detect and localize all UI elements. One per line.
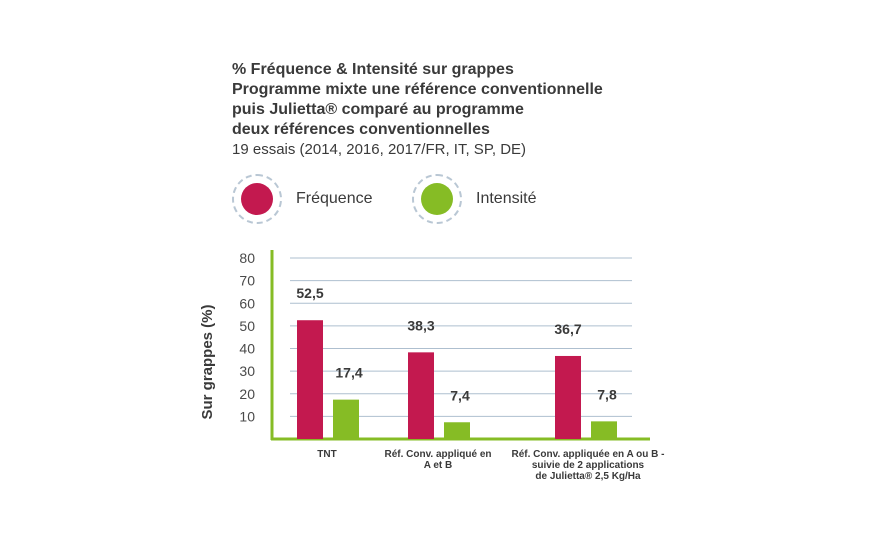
category-label-2-1: suivie de 2 applications <box>532 460 645 471</box>
data-label-intensite-2: 7,8 <box>597 386 617 402</box>
legend-label-intensite: Intensité <box>476 190 537 207</box>
y-tick-label-10: 10 <box>239 408 255 424</box>
bar-frequence-2 <box>555 355 581 439</box>
chart-title-line-1: % Fréquence & Intensité sur grappes <box>232 61 514 78</box>
legend-item-intensite: Intensité <box>412 174 536 224</box>
legend-label-frequence: Fréquence <box>296 190 373 207</box>
chart-title-block: % Fréquence & Intensité sur grappes Prog… <box>232 60 692 160</box>
chart-legend: Fréquence Intensité <box>232 174 632 234</box>
category-label-2-2: de Julietta® 2,5 Kg/Ha <box>535 471 641 482</box>
data-label-frequence-0: 52,5 <box>296 285 323 301</box>
y-tick-label-20: 20 <box>239 386 255 402</box>
y-tick-label-80: 80 <box>239 250 255 266</box>
category-label-1-0: Réf. Conv. appliqué en <box>384 449 491 460</box>
chart-title-line-4: deux références conventionnelles <box>232 121 490 138</box>
bar-intensite-0 <box>333 399 359 439</box>
chart-title-line-2: Programme mixte une référence convention… <box>232 81 603 98</box>
y-tick-label-70: 70 <box>239 273 255 289</box>
data-label-frequence-2: 36,7 <box>554 321 581 337</box>
legend-dot-frequence <box>241 183 273 215</box>
chart-title-line-3: puis Julietta® comparé au programme <box>232 101 524 118</box>
legend-swatch-intensite <box>412 174 462 224</box>
bar-frequence-1 <box>408 352 434 439</box>
category-label-2-0: Réf. Conv. appliquée en A ou B - <box>512 449 665 460</box>
data-label-frequence-1: 38,3 <box>407 317 434 333</box>
data-label-intensite-0: 17,4 <box>335 365 362 381</box>
y-tick-label-30: 30 <box>239 363 255 379</box>
y-axis-label: Sur grappes (%) <box>199 304 216 419</box>
bar-frequence-0 <box>297 320 323 439</box>
chart-subtitle: 19 essais (2014, 2016, 2017/FR, IT, SP, … <box>232 141 527 158</box>
y-tick-label-40: 40 <box>239 341 255 357</box>
category-label-1-1: A et B <box>424 460 453 471</box>
data-label-intensite-1: 7,4 <box>450 387 470 403</box>
legend-item-frequence: Fréquence <box>232 174 373 224</box>
y-tick-label-50: 50 <box>239 318 255 334</box>
legend-dot-intensite <box>421 183 453 215</box>
category-label-0-0: TNT <box>317 449 336 460</box>
bar-intensite-1 <box>444 422 470 439</box>
legend-swatch-frequence <box>232 174 282 224</box>
bar-intensite-2 <box>591 421 617 439</box>
y-tick-label-60: 60 <box>239 295 255 311</box>
